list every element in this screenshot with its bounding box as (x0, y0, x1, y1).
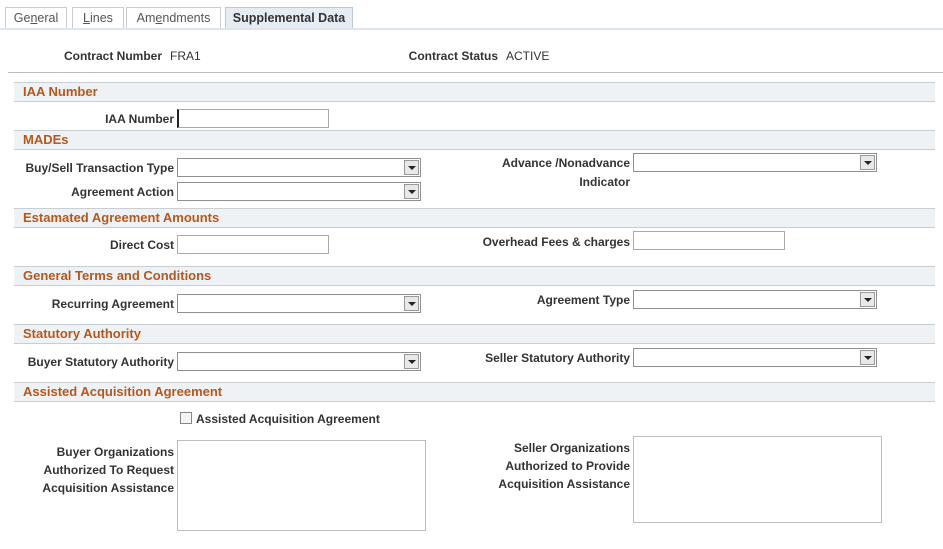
agreement-type-label: Agreement Type (536, 293, 630, 307)
seller-orgs-label-line1: Seller Organizations (513, 441, 630, 455)
section-mades: MADEs (14, 130, 935, 150)
tab-general[interactable]: General (5, 7, 67, 28)
assisted-acquisition-checkbox-label: Assisted Acquisition Agreement (196, 412, 380, 426)
tab-divider (0, 28, 943, 30)
contract-status-label: Contract Status (408, 49, 498, 63)
advance-indicator-label-line2: Indicator (579, 175, 630, 189)
seller-orgs-label-line3: Acquisition Assistance (498, 477, 630, 491)
chevron-down-icon[interactable] (404, 296, 419, 311)
buyer-orgs-label-line2: Authorized To Request (43, 463, 174, 477)
tab-lines[interactable]: Lines (72, 7, 124, 28)
section-general-terms: General Terms and Conditions (14, 266, 935, 286)
tab-label: Am (136, 11, 156, 25)
seller-statutory-select[interactable] (633, 348, 877, 367)
direct-cost-input[interactable] (177, 235, 329, 254)
chevron-down-icon[interactable] (404, 354, 419, 369)
section-assisted-acquisition: Assisted Acquisition Agreement (14, 382, 935, 402)
chevron-down-icon[interactable] (860, 292, 875, 307)
recurring-agreement-label: Recurring Agreement (51, 297, 174, 311)
advance-indicator-select[interactable] (633, 153, 877, 172)
advance-indicator-label-line1: Advance /Nonadvance (501, 156, 630, 170)
iaa-number-input[interactable] (177, 109, 329, 128)
overhead-input[interactable] (633, 231, 785, 250)
tab-label: ines (90, 11, 113, 25)
buyer-statutory-select[interactable] (177, 352, 421, 371)
header-divider (8, 72, 943, 73)
buyer-statutory-label: Buyer Statutory Authority (27, 355, 174, 369)
section-iaa-number: IAA Number (14, 82, 935, 102)
tab-label: eral (37, 11, 59, 25)
buy-sell-label: Buy/Sell Transaction Type (25, 161, 175, 175)
section-estimated-amounts: Estamated Agreement Amounts (14, 208, 935, 228)
tab-label: Ge (13, 11, 31, 25)
tab-accesskey: n (30, 11, 38, 25)
buy-sell-select[interactable] (177, 158, 421, 177)
recurring-agreement-select[interactable] (177, 294, 421, 313)
tab-label: ndments (162, 11, 211, 25)
agreement-type-select[interactable] (633, 290, 877, 309)
seller-statutory-label: Seller Statutory Authority (485, 351, 630, 365)
buyer-orgs-label-line3: Acquisition Assistance (42, 481, 174, 495)
contract-number-label: Contract Number (63, 49, 162, 63)
tab-accesskey: L (83, 11, 90, 25)
overhead-label: Overhead Fees & charges (482, 235, 630, 249)
tab-amendments[interactable]: Amendments (126, 7, 221, 28)
tab-accesskey: e (155, 11, 163, 25)
buyer-orgs-textarea[interactable] (177, 440, 426, 531)
seller-orgs-label-line2: Authorized to Provide (505, 459, 630, 473)
buyer-orgs-label-line1: Buyer Organizations (56, 445, 174, 459)
contract-number-value: FRA1 (170, 49, 201, 63)
chevron-down-icon[interactable] (404, 160, 419, 175)
section-statutory-authority: Statutory Authority (14, 324, 935, 344)
chevron-down-icon[interactable] (404, 184, 419, 199)
assisted-acquisition-checkbox[interactable] (180, 412, 192, 424)
contract-status-value: ACTIVE (506, 49, 550, 63)
agreement-action-select[interactable] (177, 182, 421, 201)
chevron-down-icon[interactable] (860, 155, 875, 170)
chevron-down-icon[interactable] (860, 350, 875, 365)
iaa-number-label: IAA Number (105, 112, 174, 126)
agreement-action-label: Agreement Action (71, 185, 174, 199)
direct-cost-label: Direct Cost (109, 238, 174, 252)
seller-orgs-textarea[interactable] (633, 436, 882, 523)
tab-supplemental-data[interactable]: Supplemental Data (225, 7, 353, 28)
tab-label: Supplemental Data (232, 11, 346, 25)
